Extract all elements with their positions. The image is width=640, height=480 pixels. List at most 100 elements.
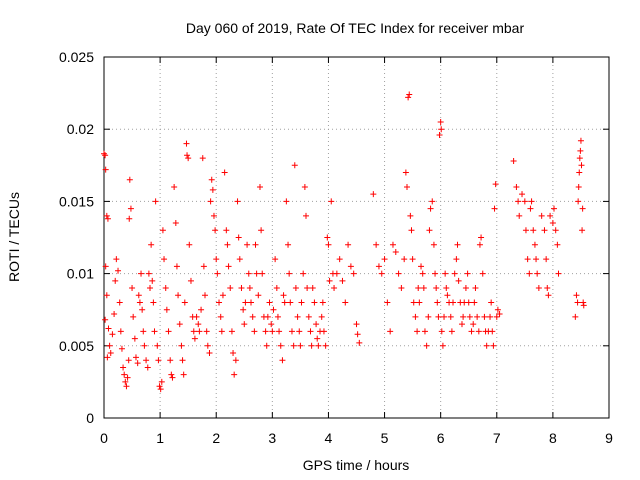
data-point bbox=[460, 313, 467, 320]
data-point bbox=[472, 285, 479, 292]
data-point bbox=[453, 256, 460, 263]
data-point bbox=[216, 299, 223, 306]
data-point bbox=[447, 313, 454, 320]
data-point bbox=[262, 328, 269, 335]
data-point bbox=[384, 299, 391, 306]
data-point bbox=[381, 256, 388, 263]
data-point bbox=[246, 285, 253, 292]
data-point bbox=[180, 371, 187, 378]
data-point bbox=[276, 328, 283, 335]
data-point bbox=[298, 299, 305, 306]
data-point bbox=[158, 378, 165, 385]
data-point bbox=[140, 328, 147, 335]
data-point bbox=[123, 383, 130, 390]
data-point bbox=[184, 152, 191, 159]
data-point bbox=[152, 198, 159, 205]
data-point bbox=[148, 241, 155, 248]
data-point bbox=[136, 299, 143, 306]
data-point bbox=[195, 321, 202, 328]
data-point bbox=[389, 241, 396, 248]
data-point bbox=[549, 220, 556, 227]
data-point bbox=[168, 371, 175, 378]
data-point bbox=[573, 292, 580, 299]
data-point bbox=[474, 313, 481, 320]
data-point bbox=[515, 198, 522, 205]
x-tick-label: 7 bbox=[493, 430, 501, 446]
data-point bbox=[410, 299, 417, 306]
data-point bbox=[427, 205, 434, 212]
data-point bbox=[576, 155, 583, 162]
data-point bbox=[319, 299, 326, 306]
data-point bbox=[475, 328, 482, 335]
data-point bbox=[121, 371, 128, 378]
data-point bbox=[274, 313, 281, 320]
data-point bbox=[436, 131, 443, 138]
data-point bbox=[199, 155, 206, 162]
data-point bbox=[466, 313, 473, 320]
data-point bbox=[102, 316, 109, 323]
data-point bbox=[175, 292, 182, 299]
data-point bbox=[172, 220, 179, 227]
data-point bbox=[328, 198, 335, 205]
y-axis-label: ROTI / TECUs bbox=[6, 192, 22, 282]
data-point bbox=[356, 339, 363, 346]
data-point bbox=[438, 328, 445, 335]
data-point bbox=[171, 183, 178, 190]
data-point bbox=[544, 285, 551, 292]
data-point bbox=[350, 270, 357, 277]
data-point bbox=[156, 383, 163, 390]
data-point bbox=[214, 270, 221, 277]
data-point bbox=[210, 212, 217, 219]
data-point bbox=[115, 267, 122, 274]
data-point bbox=[451, 270, 458, 277]
data-point bbox=[301, 183, 308, 190]
data-point bbox=[103, 292, 110, 299]
data-point bbox=[432, 270, 439, 277]
data-point bbox=[253, 270, 260, 277]
data-point bbox=[204, 342, 211, 349]
data-point bbox=[524, 256, 531, 263]
data-point bbox=[169, 374, 176, 381]
data-point bbox=[255, 292, 262, 299]
data-point bbox=[228, 328, 235, 335]
data-point bbox=[126, 176, 133, 183]
data-point bbox=[207, 198, 214, 205]
data-point bbox=[139, 306, 146, 313]
data-point bbox=[144, 364, 151, 371]
data-point bbox=[105, 325, 112, 332]
data-point bbox=[131, 335, 138, 342]
data-point bbox=[342, 299, 349, 306]
data-point bbox=[206, 350, 213, 357]
data-point bbox=[111, 311, 118, 318]
data-point bbox=[425, 313, 432, 320]
data-point bbox=[213, 256, 220, 263]
data-point bbox=[530, 227, 537, 234]
data-point bbox=[409, 256, 416, 263]
data-point bbox=[490, 342, 497, 349]
data-point bbox=[281, 299, 288, 306]
data-point bbox=[395, 270, 402, 277]
data-point bbox=[286, 270, 293, 277]
data-point bbox=[141, 342, 148, 349]
x-axis-label: GPS time / hours bbox=[303, 457, 410, 473]
data-point bbox=[479, 270, 486, 277]
data-point bbox=[468, 328, 475, 335]
data-point bbox=[107, 350, 114, 357]
data-point bbox=[300, 270, 307, 277]
data-point bbox=[124, 374, 131, 381]
data-point bbox=[519, 191, 526, 198]
data-point bbox=[120, 364, 127, 371]
data-point bbox=[493, 313, 500, 320]
data-point bbox=[223, 227, 230, 234]
data-point bbox=[245, 270, 252, 277]
data-point bbox=[345, 241, 352, 248]
data-point bbox=[522, 227, 529, 234]
x-tick-label: 9 bbox=[605, 430, 613, 446]
data-point bbox=[420, 285, 427, 292]
data-point bbox=[290, 342, 297, 349]
data-point bbox=[419, 270, 426, 277]
data-point bbox=[227, 285, 234, 292]
data-point bbox=[579, 227, 586, 234]
data-point bbox=[118, 345, 125, 352]
data-point bbox=[426, 227, 433, 234]
